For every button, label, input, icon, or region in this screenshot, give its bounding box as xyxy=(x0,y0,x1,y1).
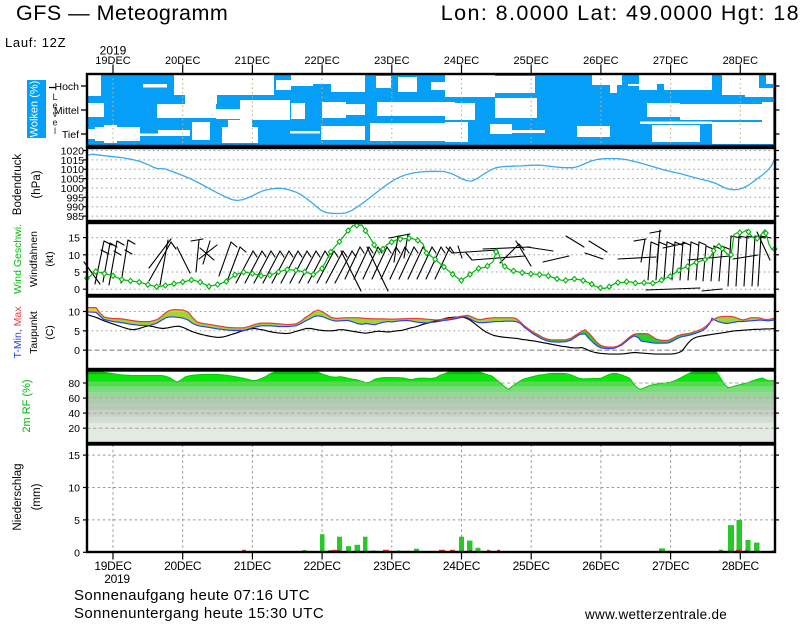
svg-text:(kt): (kt) xyxy=(44,251,56,266)
svg-text:15: 15 xyxy=(68,233,80,245)
svg-text:20: 20 xyxy=(68,423,80,435)
svg-text:27DEC: 27DEC xyxy=(652,559,690,573)
svg-text:985: 985 xyxy=(66,211,84,223)
svg-text:20DEC: 20DEC xyxy=(164,559,202,573)
svg-text:Bodendruck: Bodendruck xyxy=(12,154,24,216)
svg-text:5: 5 xyxy=(74,326,80,338)
svg-text:Lauf: 12Z: Lauf: 12Z xyxy=(5,35,66,50)
svg-text:28DEC: 28DEC xyxy=(723,55,759,67)
svg-text:0: 0 xyxy=(74,547,80,559)
svg-text:19DEC: 19DEC xyxy=(95,55,131,67)
svg-text:19DEC: 19DEC xyxy=(94,559,132,573)
svg-text:e: e xyxy=(52,101,57,111)
svg-text:40: 40 xyxy=(68,408,80,420)
svg-text:26DEC: 26DEC xyxy=(583,55,619,67)
svg-text:1015: 1015 xyxy=(61,155,85,167)
svg-text:2m RF (%): 2m RF (%) xyxy=(21,379,33,432)
svg-text:21DEC: 21DEC xyxy=(234,559,272,573)
svg-text:25DEC: 25DEC xyxy=(513,559,551,573)
svg-text:Windfahnen: Windfahnen xyxy=(28,231,40,287)
svg-text:Taupunkt: Taupunkt xyxy=(28,311,40,354)
svg-text:10: 10 xyxy=(68,250,80,262)
svg-text:Sonnenaufgang heute 07:16 UTC: Sonnenaufgang heute 07:16 UTC xyxy=(74,587,310,604)
svg-text:10: 10 xyxy=(68,307,80,319)
svg-text:(hPa): (hPa) xyxy=(31,170,43,198)
svg-text:10: 10 xyxy=(68,483,80,495)
svg-text:1010: 1010 xyxy=(61,164,85,176)
svg-text:Wolken (%): Wolken (%) xyxy=(29,81,41,138)
svg-text:1005: 1005 xyxy=(61,174,85,186)
svg-text:l: l xyxy=(54,126,56,136)
svg-text:Niederschlag: Niederschlag xyxy=(12,463,24,530)
svg-text:L: L xyxy=(52,92,57,102)
svg-text:27DEC: 27DEC xyxy=(653,55,689,67)
svg-text:(mm): (mm) xyxy=(31,483,43,510)
svg-text:Mittel: Mittel xyxy=(54,105,79,117)
svg-text:0: 0 xyxy=(74,284,80,296)
svg-text:0: 0 xyxy=(74,345,80,357)
svg-text:Tief: Tief xyxy=(62,129,79,141)
svg-text:23DEC: 23DEC xyxy=(373,559,411,573)
svg-text:1000: 1000 xyxy=(61,183,85,195)
svg-text:995: 995 xyxy=(66,192,84,204)
svg-text:80: 80 xyxy=(68,378,80,390)
svg-text:v: v xyxy=(53,109,58,119)
svg-text:22DEC: 22DEC xyxy=(304,559,342,573)
svg-text:22DEC: 22DEC xyxy=(304,55,340,67)
svg-text:Wind Geschwi.: Wind Geschwi. xyxy=(12,224,24,294)
svg-text:60: 60 xyxy=(68,393,80,405)
svg-text:5: 5 xyxy=(74,515,80,527)
svg-text:Hoch: Hoch xyxy=(54,81,79,93)
svg-text:990: 990 xyxy=(66,202,84,214)
svg-text:www.wetterzentrale.de: www.wetterzentrale.de xyxy=(584,607,727,622)
svg-text:24DEC: 24DEC xyxy=(443,559,481,573)
svg-text:1020: 1020 xyxy=(61,146,85,158)
svg-text:Lon: 8.0000 Lat: 49.0000 Hgt:: Lon: 8.0000 Lat: 49.0000 Hgt: 18 xyxy=(441,1,800,25)
svg-text:T-Min, Max: T-Min, Max xyxy=(12,306,24,359)
svg-text:24DEC: 24DEC xyxy=(444,55,480,67)
svg-text:15: 15 xyxy=(68,450,80,462)
svg-text:26DEC: 26DEC xyxy=(582,559,620,573)
svg-text:e: e xyxy=(52,118,57,128)
svg-text:Sonnenuntergang heute 15:30 UT: Sonnenuntergang heute 15:30 UTC xyxy=(74,605,324,622)
svg-text:(C): (C) xyxy=(44,325,56,340)
svg-text:23DEC: 23DEC xyxy=(374,55,410,67)
svg-text:5: 5 xyxy=(74,267,80,279)
svg-text:28DEC: 28DEC xyxy=(722,559,760,573)
svg-text:21DEC: 21DEC xyxy=(235,55,271,67)
svg-text:GFS — Meteogramm: GFS — Meteogramm xyxy=(16,1,228,25)
svg-text:2019: 2019 xyxy=(100,44,127,58)
svg-text:25DEC: 25DEC xyxy=(513,55,549,67)
svg-text:2019: 2019 xyxy=(104,572,130,586)
svg-text:20DEC: 20DEC xyxy=(165,55,201,67)
